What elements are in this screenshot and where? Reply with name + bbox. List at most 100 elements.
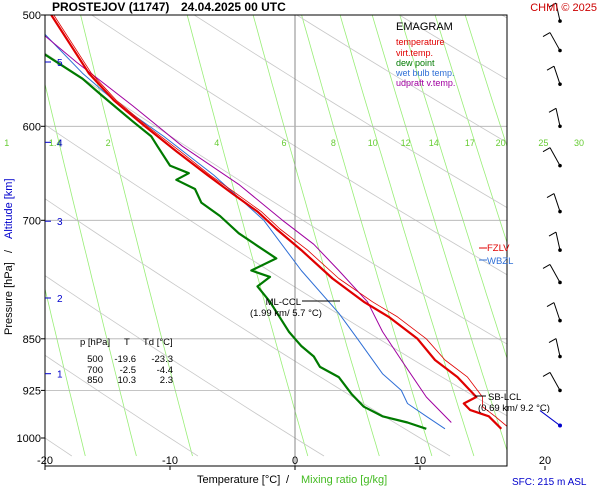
- wind-barb: [546, 193, 562, 214]
- ml-ccl-marker: ML-CCL (1.99 km/ 5.7 °C): [250, 297, 340, 319]
- pressure-tick-label: 850: [23, 334, 41, 346]
- legend-updraft: udpraft v.temp.: [396, 78, 455, 88]
- x-axis-title-mixing: Mixing ratio [g/kg]: [301, 474, 387, 486]
- dry-adiabat-line: [45, 275, 325, 457]
- wind-barb-dot: [558, 318, 562, 323]
- wind-barb: [542, 32, 562, 53]
- wind-barb-feather: [548, 2, 557, 8]
- wind-barb-dot: [558, 388, 562, 393]
- wind-barb-feather: [546, 302, 555, 308]
- station-title: PROSTEJOV (11747): [52, 0, 169, 14]
- mixing-ratio-label: 20: [496, 138, 506, 148]
- dry-adiabat-line: [45, 124, 507, 417]
- mixing-ratio-line: [339, 15, 475, 457]
- wind-barb-shaft: [555, 108, 561, 127]
- legend-virt-temp: virt.temp.: [396, 48, 433, 58]
- altitude-tick-label: 3: [57, 217, 63, 228]
- wind-barb: [548, 107, 562, 129]
- mixing-ratio-label: 4: [214, 138, 219, 148]
- table-cell: 2.3: [160, 375, 173, 386]
- mixing-ratio-line: [252, 15, 380, 457]
- table-cell: -19.6: [114, 354, 136, 365]
- wind-barb: [542, 147, 562, 168]
- wind-barb-feather: [546, 193, 555, 198]
- wind-barb-dot: [558, 354, 562, 359]
- wind-barb: [548, 2, 562, 23]
- table-header-t: T: [124, 337, 130, 348]
- ml-ccl-value: (1.99 km/ 5.7 °C): [250, 308, 322, 319]
- dry-adiabat-line: [45, 52, 507, 345]
- altitude-tick-label: 2: [57, 294, 63, 305]
- table-cell: 500: [87, 354, 103, 365]
- wind-barb-dot: [558, 209, 562, 214]
- temperature-line: [50, 15, 503, 430]
- pressure-tick-label: 600: [23, 121, 41, 133]
- mixing-ratio-line: [186, 15, 309, 457]
- temperature-tick-label: 20: [539, 455, 551, 467]
- table-cell: -2.5: [120, 365, 136, 376]
- wind-barb: [546, 65, 562, 86]
- updraft-virtual-temperature-line: [45, 35, 452, 423]
- mixing-ratio-label: 25: [538, 138, 548, 148]
- altitude-tick-label: 5: [57, 58, 63, 69]
- wbzl-label: WBZL: [487, 256, 513, 267]
- mixing-ratio-line: [301, 15, 433, 457]
- x-axis-title-separator: /: [286, 474, 290, 486]
- wind-barb-dot: [558, 280, 562, 285]
- wind-barb-shaft: [549, 32, 561, 51]
- legend-dew-point: dew point: [396, 58, 435, 68]
- wind-barb: [542, 371, 562, 393]
- wind-barb-shaft: [555, 232, 561, 251]
- sb-lcl-label: SB-LCL: [488, 392, 521, 403]
- altitude-tick-label: 4: [57, 138, 63, 149]
- mixing-ratio-lines: [45, 15, 507, 457]
- mixing-ratio-label: 12: [401, 138, 411, 148]
- wind-barb-shaft: [553, 193, 561, 212]
- pressure-tick-labels: 500 600 700 850 925 1000: [17, 10, 45, 445]
- wind-barb: [539, 410, 562, 428]
- table-header-p: p [hPa]: [80, 337, 110, 348]
- wind-barb-dot: [558, 423, 562, 428]
- wind-barb-feather: [542, 32, 551, 37]
- wind-barb-dot: [558, 82, 562, 86]
- plot-frame: [44, 14, 508, 467]
- altitude-tick-label: 1: [57, 370, 63, 381]
- table-cell: 850: [87, 375, 103, 386]
- wind-barb-shaft: [539, 410, 561, 426]
- wind-barb-dot: [558, 48, 562, 53]
- level-table: p [hPa] T Td [°C] 500 -19.6 -23.3 700 -2…: [80, 337, 173, 386]
- temperature-tick-label: 0: [292, 455, 298, 467]
- wind-barb-shaft: [553, 302, 561, 321]
- mixing-ratio-line: [464, 15, 507, 148]
- wind-barb-feather: [548, 231, 557, 237]
- y-axis-title-altitude: Altitude [km]: [3, 178, 15, 239]
- wind-barb-shaft: [549, 264, 561, 283]
- dry-adiabat-line: [91, 15, 507, 276]
- wbzl-marker: WBZL: [479, 256, 513, 267]
- sfc-note: SFC: 215 m ASL: [512, 477, 587, 488]
- mixing-ratio-label: 1: [4, 138, 9, 148]
- wind-barb-feather: [548, 338, 557, 343]
- legend-wet-bulb: wet bulb temp.: [395, 68, 455, 78]
- sb-lcl-marker: SB-LCL (0.69 km/ 9.2 °C): [475, 392, 550, 414]
- wind-barb-shaft: [549, 372, 561, 391]
- table-cell: 10.3: [118, 375, 137, 386]
- wind-barb-shaft: [555, 2, 561, 22]
- table-cell: 700: [87, 365, 103, 376]
- wind-barb-dot: [558, 19, 562, 23]
- wind-barb-shaft: [553, 66, 561, 85]
- y-axis-title-pressure: Pressure [hPa]: [3, 262, 15, 335]
- pressure-tick-label: 1000: [17, 433, 41, 445]
- mixing-ratio-label: 14: [429, 138, 439, 148]
- sb-lcl-value: (0.69 km/ 9.2 °C): [478, 403, 550, 414]
- y-axis-title: Pressure [hPa] / Altitude [km]: [3, 178, 15, 335]
- pressure-tick-label: 500: [23, 10, 41, 22]
- dry-adiabat-line: [296, 15, 507, 144]
- pressure-tick-label: 700: [23, 215, 41, 227]
- wind-barb-feather: [542, 264, 551, 269]
- wind-barb-feather: [548, 107, 557, 113]
- wind-barb-feather: [542, 147, 551, 153]
- legend-title: EMAGRAM: [396, 21, 453, 33]
- mixing-ratio-line: [80, 15, 193, 457]
